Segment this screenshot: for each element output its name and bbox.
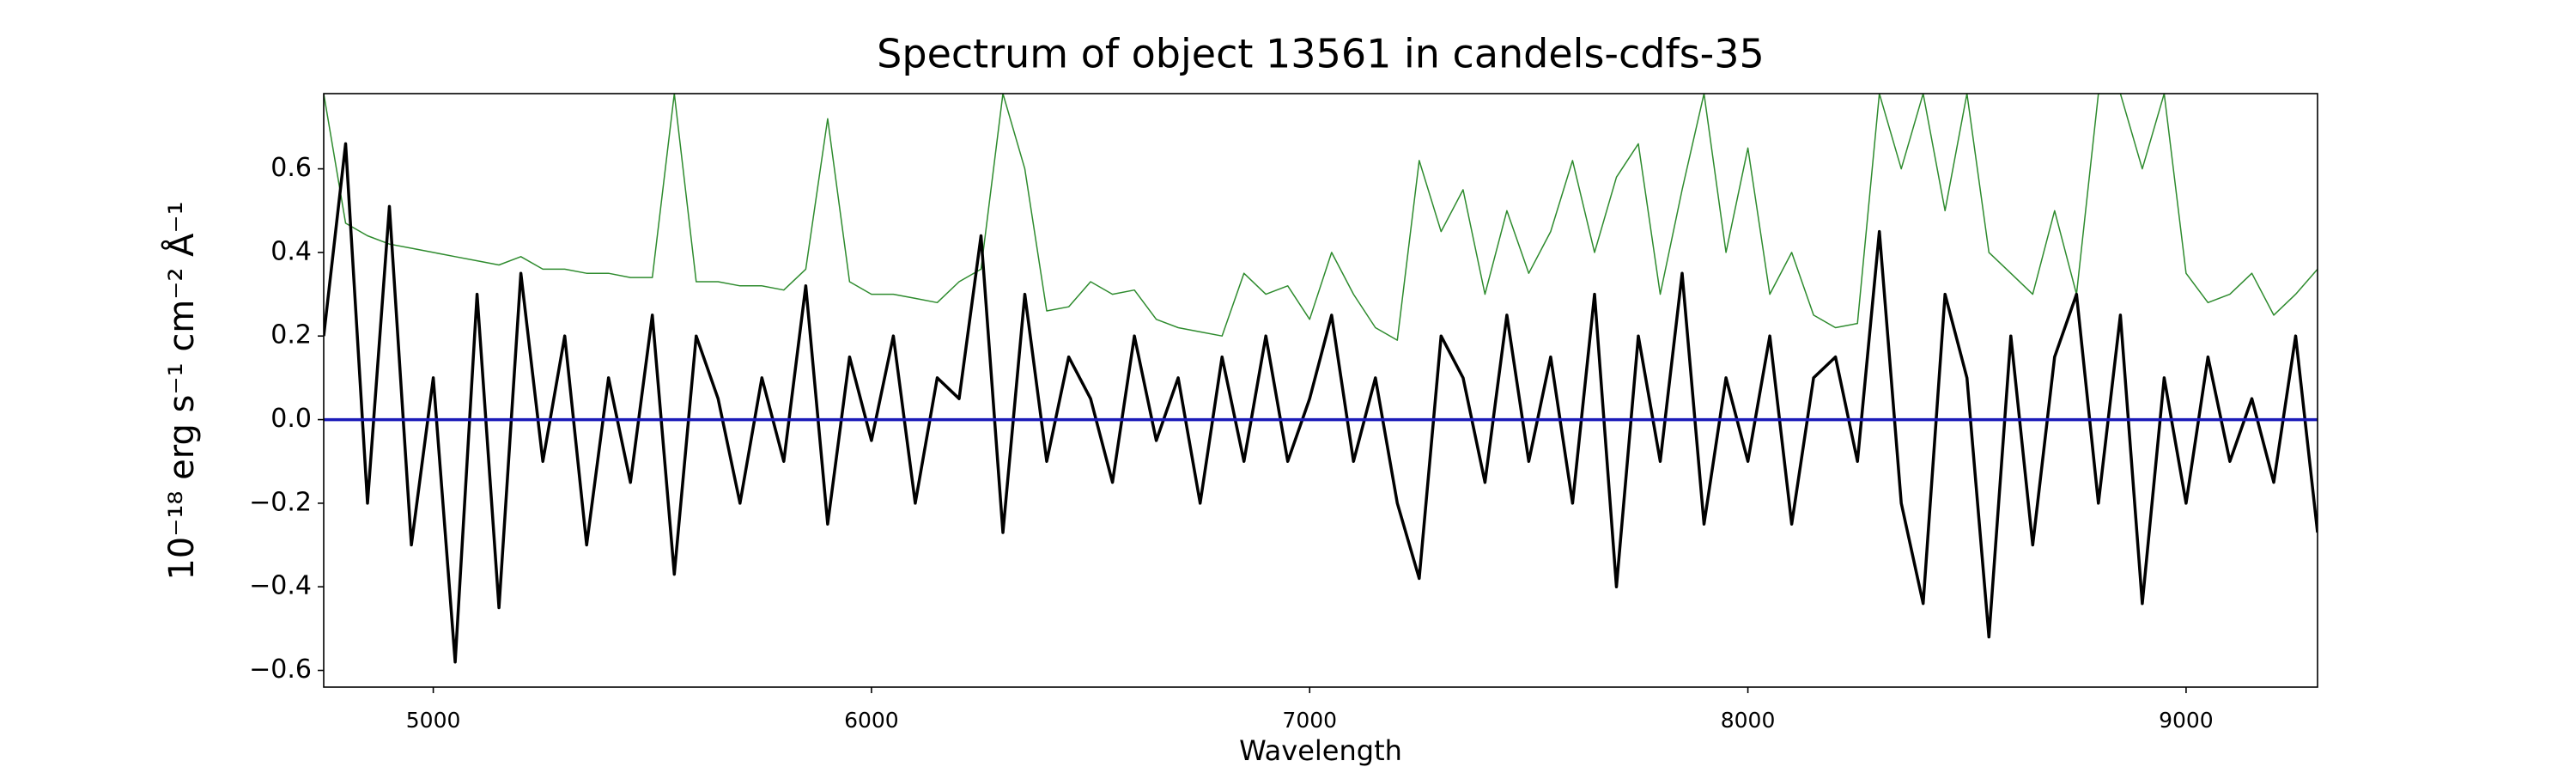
spectrum-line (324, 94, 2318, 341)
y-tick-label: −0.6 (249, 654, 312, 685)
y-tick-label: 0.2 (270, 320, 312, 350)
x-tick-label: 9000 (2159, 708, 2214, 733)
y-tick-label: 0.6 (270, 153, 312, 183)
y-tick-label: 0.4 (270, 236, 312, 266)
y-axis-label: 10⁻¹⁸ erg s⁻¹ cm⁻² Å⁻¹ (161, 201, 202, 580)
plot-frame (323, 93, 2318, 688)
spectrum-line (324, 142, 2318, 664)
chart-title: Spectrum of object 13561 in candels-cdfs… (877, 31, 1765, 77)
y-tick-label: −0.2 (249, 487, 312, 517)
y-tick-label: 0.0 (270, 404, 312, 434)
x-tick-label: 7000 (1282, 708, 1337, 733)
x-tick-label: 6000 (844, 708, 899, 733)
x-tick-label: 8000 (1721, 708, 1776, 733)
x-tick-label: 5000 (406, 708, 461, 733)
y-tick-label: −0.4 (249, 571, 312, 601)
x-axis-label: Wavelength (1239, 734, 1402, 767)
